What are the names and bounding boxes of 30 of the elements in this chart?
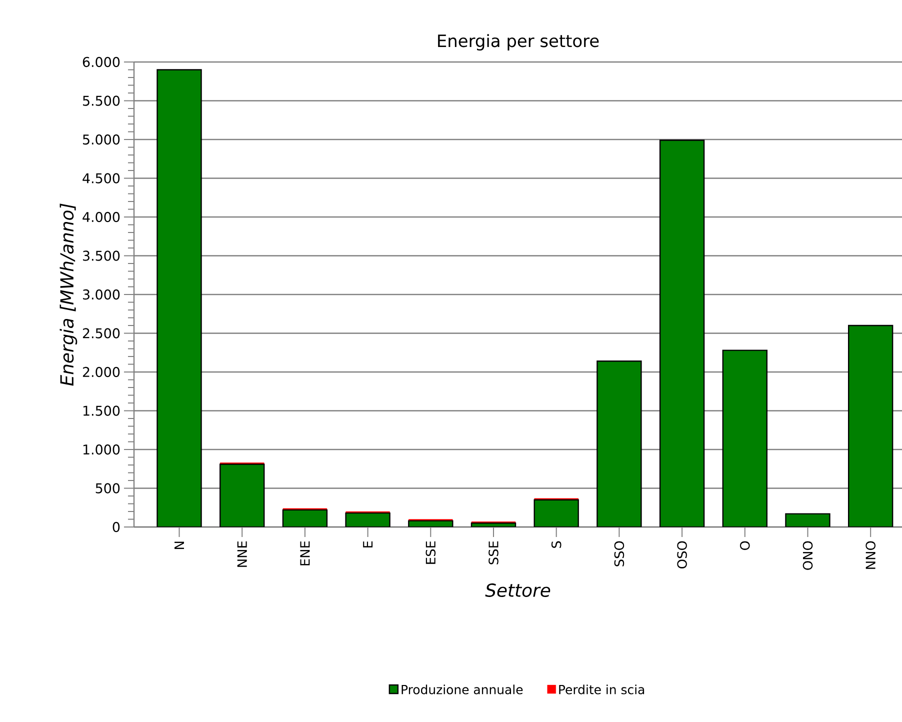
x-tick-label: SSO <box>614 541 624 566</box>
y-tick-label: 5.000 <box>83 134 120 145</box>
x-tick-label: S <box>551 541 562 548</box>
y-tick-label: 1.000 <box>83 444 120 455</box>
y-tick-label: 2.000 <box>82 366 120 378</box>
x-tick-label: ONO <box>802 541 813 570</box>
y-tick-label: 3.500 <box>83 250 120 261</box>
x-tick-label: SSE <box>488 541 498 564</box>
y-tick-label: 4.500 <box>82 173 120 184</box>
x-axis-title: Settore <box>485 583 550 597</box>
x-tick-label: O <box>740 541 750 550</box>
x-tick-label: E <box>363 541 373 548</box>
x-tick-label: ENE <box>300 541 310 566</box>
y-axis-title: Energia [MWh/anno] <box>60 204 78 386</box>
x-tick-label: OSO <box>677 541 687 568</box>
x-tick-label: N <box>174 542 184 549</box>
y-tick-label: 0 <box>112 522 120 532</box>
y-tick-label: 2.500 <box>82 328 120 338</box>
y-tick-label: 6.000 <box>82 56 120 68</box>
x-tick-label: ESE <box>426 541 436 564</box>
x-tick-label: NNE <box>237 541 247 567</box>
y-tick-label: 500 <box>96 483 120 494</box>
x-tick-label: NNO <box>866 541 876 569</box>
legend-label: Produzione annuale <box>402 684 523 694</box>
y-tick-label: 3.000 <box>83 289 120 300</box>
y-tick-label: 5.500 <box>83 96 120 106</box>
y-tick-label: 4.000 <box>82 212 120 222</box>
chart-title: Energia per settore <box>438 34 599 50</box>
legend-label: Perdite in scia <box>559 684 644 694</box>
y-tick-label: 1.500 <box>83 406 120 416</box>
